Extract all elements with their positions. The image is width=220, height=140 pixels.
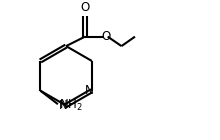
Text: NH$_2$: NH$_2$ <box>59 98 82 113</box>
Text: O: O <box>80 1 90 14</box>
Text: N: N <box>84 84 93 97</box>
Text: N: N <box>59 99 68 112</box>
Text: O: O <box>101 30 111 43</box>
